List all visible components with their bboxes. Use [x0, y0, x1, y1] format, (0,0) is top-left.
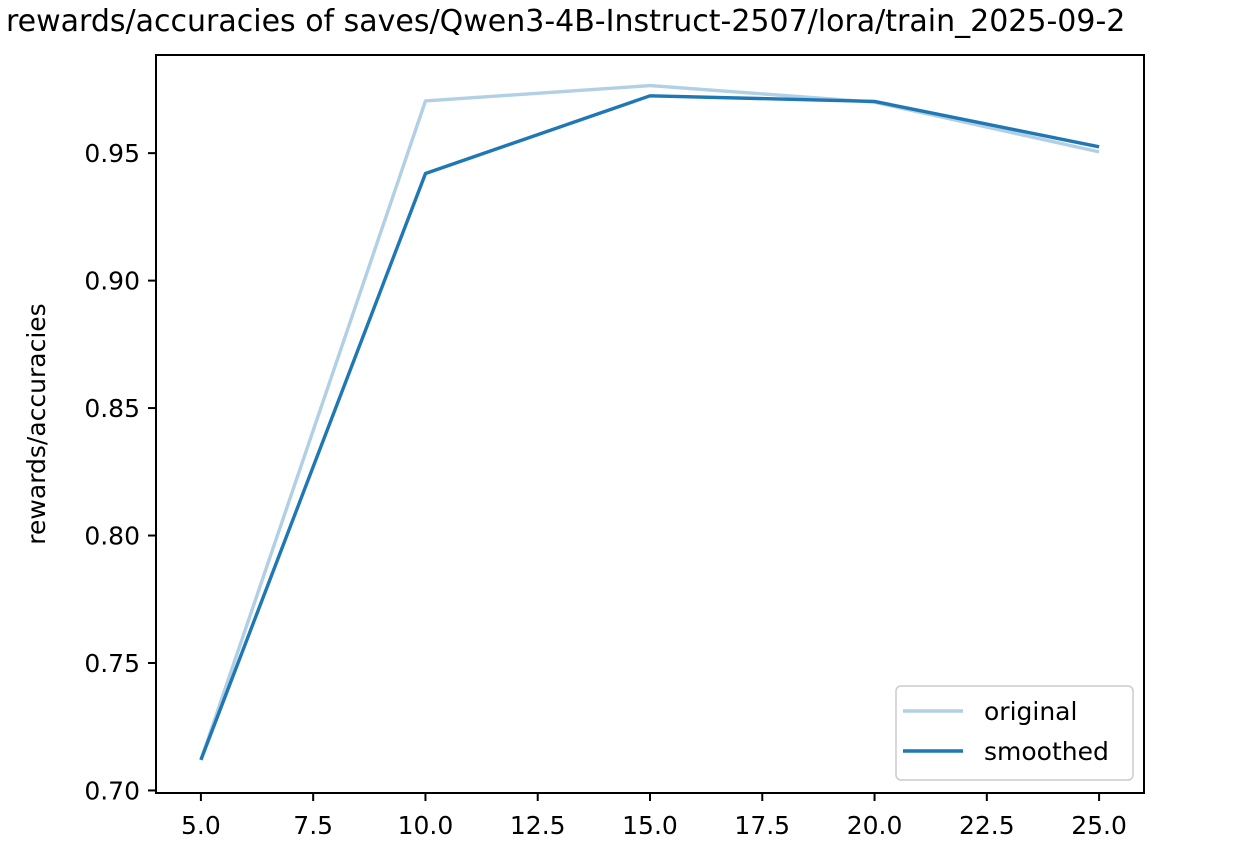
line-original [199, 83, 1100, 761]
legend-label-smoothed: smoothed [984, 737, 1109, 766]
x-axis-tick-label: 22.5 [959, 811, 1015, 840]
y-axis-label: rewards/accuracies [22, 303, 51, 544]
y-axis-tick-label: 0.75 [84, 649, 140, 678]
legend: original smoothed [895, 685, 1134, 781]
x-axis-tick-label: 15.0 [622, 811, 678, 840]
chart-title: rewards/accuracies of saves/Qwen3-4B-Ins… [6, 4, 1126, 39]
x-axis-tick-label: 17.5 [734, 811, 790, 840]
y-axis-tick-label: 0.90 [84, 267, 140, 296]
y-axis-tick-label: 0.95 [84, 139, 140, 168]
x-axis-tick-label: 20.0 [847, 811, 903, 840]
x-axis-tick-label: 10.0 [398, 811, 454, 840]
line-smoothed [199, 94, 1100, 761]
y-axis-tick-label: 0.80 [84, 522, 140, 551]
x-axis-tick-label: 5.0 [181, 811, 221, 840]
y-axis-tick-label: 0.85 [84, 394, 140, 423]
x-axis-tick-label: 25.0 [1071, 811, 1127, 840]
plot-border [155, 54, 1145, 794]
legend-label-original: original [984, 697, 1077, 726]
x-axis-tick-label: 12.5 [510, 811, 566, 840]
y-axis-tick-label: 0.70 [84, 776, 140, 805]
x-axis-tick-label: 7.5 [293, 811, 333, 840]
